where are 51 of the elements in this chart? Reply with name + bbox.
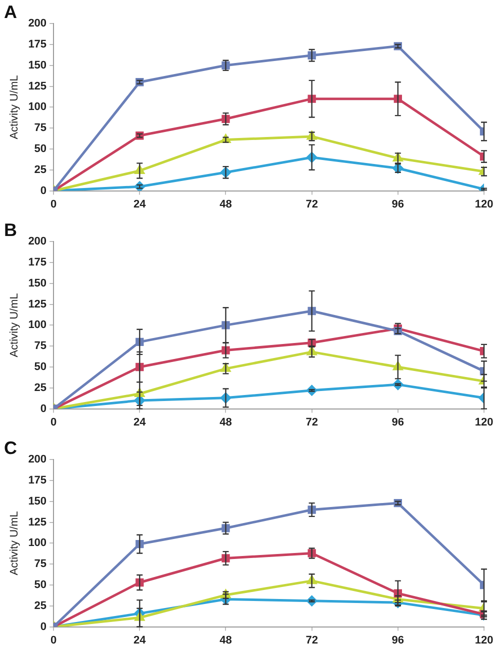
x-tick-label: 24 <box>134 634 147 646</box>
y-tick-label: 25 <box>34 382 47 394</box>
y-tick-label: 125 <box>28 516 47 528</box>
y-tick-label: 25 <box>34 164 47 176</box>
x-tick-label: 0 <box>50 416 57 428</box>
chart-title: B <box>4 220 17 240</box>
y-tick-label: 175 <box>28 256 47 269</box>
x-tick-label: 120 <box>474 416 494 428</box>
x-tick-label: 0 <box>50 198 57 210</box>
y-tick-label: 50 <box>34 143 47 156</box>
y-tick-label: 175 <box>28 474 47 487</box>
y-tick-label: 0 <box>40 402 47 415</box>
y-tick-label: 150 <box>28 495 47 508</box>
y-tick-label: 75 <box>34 340 47 352</box>
x-tick-label: 96 <box>392 198 404 210</box>
y-axis-title: Activity U/mL <box>8 75 21 140</box>
y-tick-label: 125 <box>28 80 47 92</box>
x-tick-label: 72 <box>306 416 318 428</box>
chart-title: C <box>4 438 17 458</box>
x-tick-label: 72 <box>306 634 318 646</box>
y-tick-label: 100 <box>28 537 47 550</box>
y-tick-label: 150 <box>28 277 47 290</box>
y-tick-label: 200 <box>28 18 47 30</box>
x-tick-label: 72 <box>306 198 318 210</box>
y-tick-label: 50 <box>34 579 47 592</box>
x-tick-label: 0 <box>50 634 57 646</box>
y-tick-label: 150 <box>28 59 47 72</box>
y-tick-label: 125 <box>28 298 47 310</box>
y-axis-title: Activity U/mL <box>8 511 21 576</box>
x-tick-label: 48 <box>220 198 232 210</box>
y-tick-label: 50 <box>34 361 47 374</box>
y-tick-label: 200 <box>28 454 47 466</box>
x-tick-label: 96 <box>392 634 404 646</box>
x-tick-label: 24 <box>134 416 147 428</box>
y-tick-label: 100 <box>28 319 47 332</box>
y-tick-label: 175 <box>28 38 47 51</box>
y-tick-label: 0 <box>40 620 47 633</box>
y-tick-label: 0 <box>40 184 47 197</box>
x-tick-label: 24 <box>134 198 147 210</box>
y-tick-label: 100 <box>28 101 47 114</box>
y-tick-label: 25 <box>34 600 47 612</box>
y-tick-label: 75 <box>34 558 47 570</box>
x-tick-label: 48 <box>220 634 232 646</box>
x-tick-label: 120 <box>474 634 494 646</box>
y-tick-label: 75 <box>34 122 47 134</box>
x-tick-label: 48 <box>220 416 232 428</box>
x-tick-label: 120 <box>474 198 494 210</box>
chart-title: A <box>4 2 17 22</box>
y-axis-title: Activity U/mL <box>8 293 21 358</box>
y-tick-label: 200 <box>28 236 47 248</box>
x-tick-label: 96 <box>392 416 404 428</box>
